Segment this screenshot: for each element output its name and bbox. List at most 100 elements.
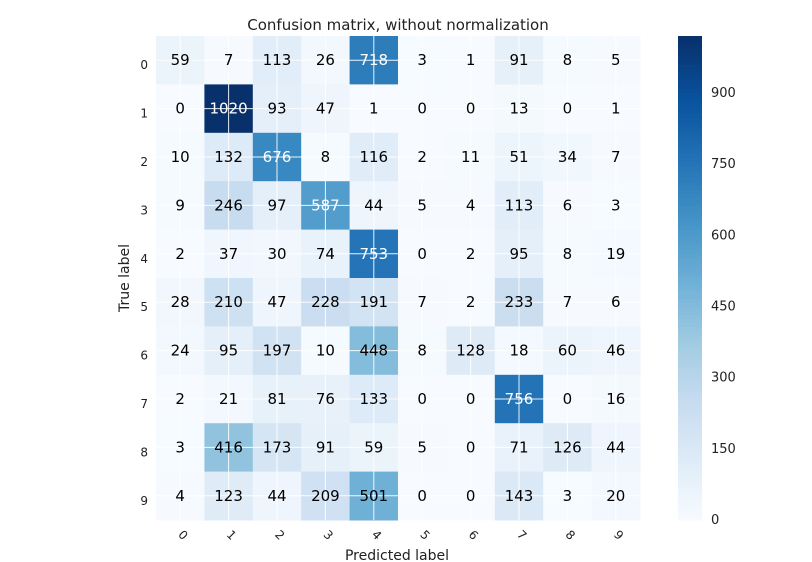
colorbar-segment (678, 479, 702, 485)
cell-value-label: 47 (267, 293, 286, 311)
colorbar-segment (678, 197, 702, 202)
colorbar-segment (678, 241, 702, 247)
cell-value-label: 18 (509, 342, 528, 360)
colorbar-segment (678, 269, 702, 275)
x-tick-label: 0 (175, 528, 190, 543)
cell-value-label: 91 (509, 51, 528, 69)
cell-value-label: 16 (606, 390, 625, 408)
y-tick-label: 7 (140, 397, 148, 411)
x-tick-label: 1 (224, 528, 239, 543)
colorbar-segment (678, 48, 702, 53)
cell-value-label: 116 (359, 148, 388, 166)
colorbar-segment (678, 108, 702, 114)
colorbar-segment (678, 415, 702, 420)
cell-value-label: 228 (311, 293, 340, 311)
cell-value-label: 501 (359, 487, 388, 505)
colorbar-segment (678, 403, 702, 408)
colorbar-segment (678, 407, 702, 412)
colorbar-segment (678, 354, 702, 360)
x-tick-label: 9 (611, 528, 626, 543)
y-tick-label: 1 (140, 107, 148, 121)
cell-value-label: 51 (509, 148, 528, 166)
grid-lines (156, 36, 640, 520)
cell-value-label: 37 (219, 245, 238, 263)
cell-value-label: 28 (171, 293, 190, 311)
y-tick-label: 5 (140, 300, 148, 314)
colorbar-segment (678, 515, 702, 521)
cell-value-label: 2 (417, 148, 427, 166)
cell-value-label: 2 (175, 390, 185, 408)
cell-value-label: 95 (219, 342, 238, 360)
colorbar-segment (678, 136, 702, 142)
colorbar-segment (678, 487, 702, 493)
colorbar-segment (678, 237, 702, 243)
cell-value-label: 0 (175, 100, 185, 118)
colorbar-segment (678, 221, 702, 227)
colorbar-segment (678, 399, 702, 404)
x-tick-label: 7 (514, 528, 529, 543)
cell-value-label: 1 (466, 51, 476, 69)
cell-value-label: 8 (563, 51, 573, 69)
colorbar-segment (678, 60, 702, 65)
colorbar-segment (678, 350, 702, 356)
colorbar-segment (678, 503, 702, 509)
cell-value-label: 7 (224, 51, 234, 69)
cell-value-label: 44 (364, 196, 383, 214)
colorbar-segment (678, 112, 702, 118)
x-tick-label: 8 (563, 528, 578, 543)
colorbar-segment (678, 116, 702, 122)
colorbar-segment (678, 443, 702, 448)
colorbar-segment (678, 427, 702, 432)
cell-value-label: 5 (417, 438, 427, 456)
colorbar-segment (678, 245, 702, 251)
colorbar-segment (678, 322, 702, 327)
cell-labels: 59 7 113 26 718 3 1 91 8 50 1020 93 47 1 0 0 13 0 110 132 67… (171, 51, 626, 505)
x-tick-label: 3 (321, 528, 336, 543)
cell-value-label: 19 (606, 245, 625, 263)
cell-value-label: 59 (364, 438, 383, 456)
colorbar-tick-label: 300 (711, 371, 736, 386)
colorbar-segment (678, 209, 702, 215)
cell-value-label: 113 (263, 51, 292, 69)
cell-value-label: 4 (175, 487, 185, 505)
colorbar-segment (678, 499, 702, 505)
colorbar-segment (678, 411, 702, 416)
chart-title: Confusion matrix, without normalization (247, 16, 549, 34)
colorbar-segment (678, 173, 702, 178)
cell-value-label: 91 (316, 438, 335, 456)
cell-value-label: 756 (505, 390, 534, 408)
colorbar-segment (678, 475, 702, 481)
colorbar-segment (678, 189, 702, 194)
colorbar-segment (678, 225, 702, 231)
colorbar-segment (678, 161, 702, 166)
colorbar-segment (678, 370, 702, 376)
y-axis-label: True label (117, 244, 133, 313)
colorbar-segment (678, 491, 702, 497)
colorbar-segment (678, 56, 702, 61)
colorbar-segment (678, 310, 702, 315)
colorbar-segment (678, 467, 702, 473)
cell-value-label: 11 (461, 148, 480, 166)
colorbar-segment (678, 507, 702, 513)
colorbar-segment (678, 68, 702, 73)
colorbar-tick-label: 450 (711, 299, 736, 314)
cell-value-label: 2 (466, 245, 476, 263)
cell-value-label: 0 (466, 487, 476, 505)
colorbar-segment (678, 217, 702, 223)
cell-value-label: 126 (553, 438, 582, 456)
colorbar-segment (678, 286, 702, 291)
colorbar-segment (678, 201, 702, 206)
cell-value-label: 676 (263, 148, 292, 166)
cell-value-label: 246 (214, 196, 243, 214)
cell-value-label: 5 (611, 51, 621, 69)
cell-value-label: 448 (359, 342, 388, 360)
colorbar-segment (678, 451, 702, 457)
colorbar-segment (678, 447, 702, 453)
cell-value-label: 3 (611, 196, 621, 214)
colorbar-segment (678, 390, 702, 396)
colorbar-segment (678, 120, 702, 126)
colorbar-tick-label: 600 (711, 228, 736, 243)
x-axis-label: Predicted label (345, 548, 449, 562)
colorbar-segment (678, 44, 702, 49)
colorbar-segment (678, 100, 702, 106)
